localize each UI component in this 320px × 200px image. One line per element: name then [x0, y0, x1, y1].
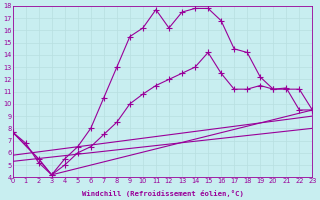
X-axis label: Windchill (Refroidissement éolien,°C): Windchill (Refroidissement éolien,°C): [82, 190, 244, 197]
